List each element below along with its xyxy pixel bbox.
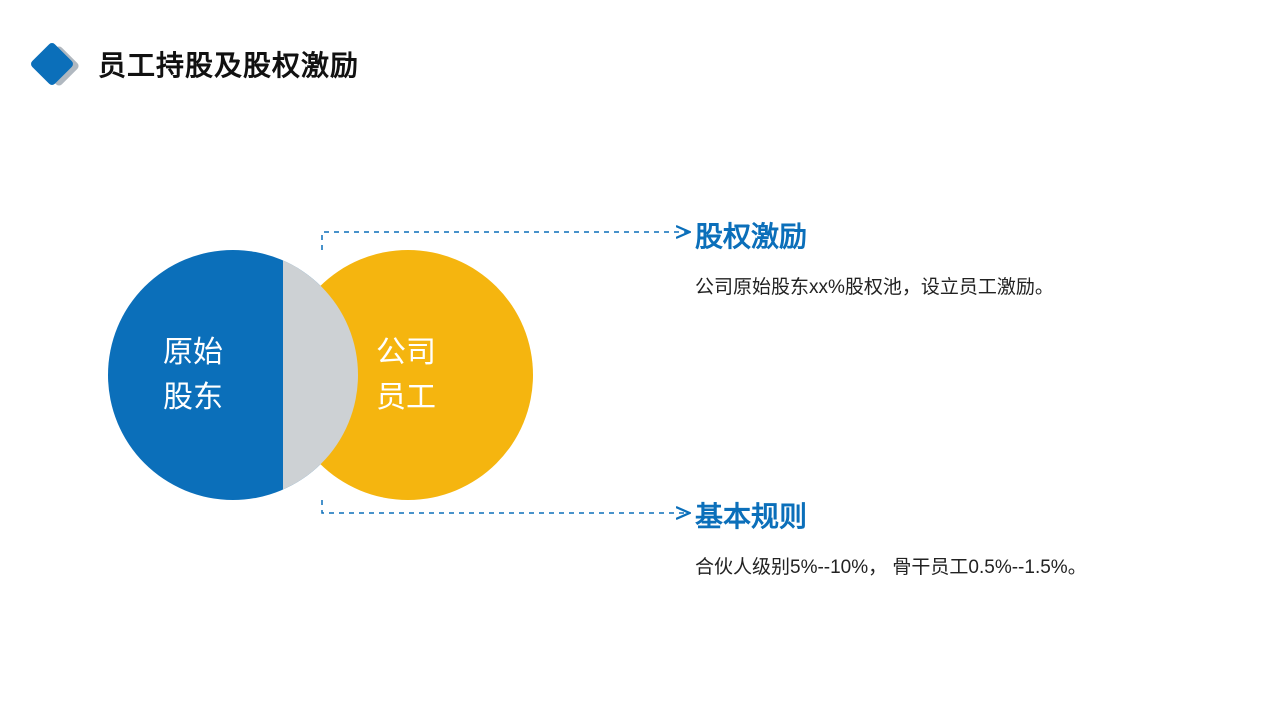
venn-left-label: 原始 股东: [163, 330, 223, 420]
venn-overlap: [283, 250, 358, 500]
callout-bottom-title: 基本规则: [695, 495, 1215, 535]
venn-diagram: 原始 股东 公司 员工: [108, 250, 538, 500]
bullet-diamond-icon: [30, 42, 74, 86]
venn-right-line2: 员工: [376, 381, 436, 414]
callout-top: 股权激励 公司原始股东xx%股权池，设立员工激励。: [695, 215, 1215, 303]
callout-top-title: 股权激励: [695, 215, 1215, 255]
venn-left-line1: 原始: [163, 336, 223, 369]
venn-right-line1: 公司: [376, 336, 436, 369]
slide-title: 员工持股及股权激励: [98, 44, 359, 84]
venn-right-label: 公司 员工: [376, 330, 436, 420]
callout-bottom-body: 合伙人级别5%--10%， 骨干员工0.5%--1.5%。: [695, 553, 1215, 583]
slide-header: 员工持股及股权激励: [30, 42, 359, 86]
callout-top-body: 公司原始股东xx%股权池，设立员工激励。: [695, 273, 1215, 303]
venn-left-line2: 股东: [163, 381, 223, 414]
callout-bottom: 基本规则 合伙人级别5%--10%， 骨干员工0.5%--1.5%。: [695, 495, 1215, 583]
